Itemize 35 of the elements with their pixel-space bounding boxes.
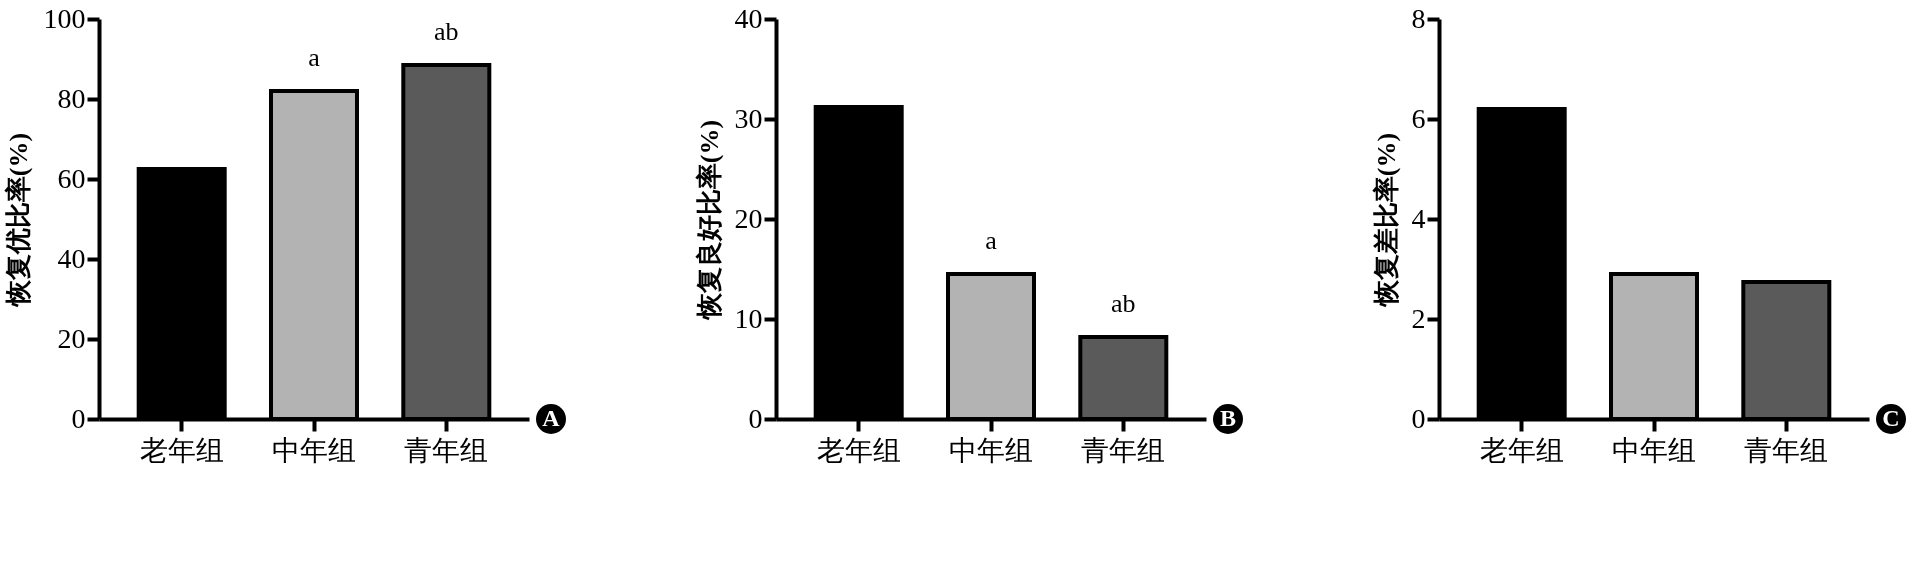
annotation: a xyxy=(985,226,998,255)
y-tick-label: 40 xyxy=(57,242,86,274)
y-tick-label: 80 xyxy=(57,82,86,114)
x-tick-label: 青年组 xyxy=(1081,434,1166,466)
y-tick-label: 30 xyxy=(734,102,763,134)
x-tick-label: 老年组 xyxy=(1479,434,1564,466)
x-tick-label: 老年组 xyxy=(816,434,901,466)
y-tick-label: 20 xyxy=(734,202,763,234)
y-tick-label: 4 xyxy=(1411,202,1426,234)
y-axis-title: 恢复良好比率(%) xyxy=(694,119,724,322)
annotation: a xyxy=(308,43,321,72)
y-axis-title: 恢复优比率(%) xyxy=(3,132,33,309)
text: C xyxy=(1882,405,1900,431)
y-tick-label: 8 xyxy=(1411,2,1426,34)
text: A xyxy=(542,405,561,431)
x-tick-label: 青年组 xyxy=(404,434,489,466)
y-tick-label: 60 xyxy=(57,162,86,194)
y-tick-label: 6 xyxy=(1411,102,1426,134)
x-tick-label: 中年组 xyxy=(1612,434,1696,466)
x-tick-label: 中年组 xyxy=(949,434,1033,466)
x-tick-label: 老年组 xyxy=(139,434,224,466)
x-tick-label: 中年组 xyxy=(272,434,356,466)
y-tick-label: 100 xyxy=(43,2,86,34)
y-tick-label: 40 xyxy=(734,2,763,34)
text: B xyxy=(1219,405,1237,431)
x-tick-label: 青年组 xyxy=(1744,434,1829,466)
y-tick-label: 2 xyxy=(1411,302,1426,334)
y-axis-title: 恢复差比率(%) xyxy=(1371,132,1401,309)
y-tick-label: 10 xyxy=(734,302,763,334)
y-tick-label: 0 xyxy=(71,402,86,434)
y-tick-label: 0 xyxy=(748,402,763,434)
annotation: ab xyxy=(434,17,459,46)
y-tick-label: 20 xyxy=(57,322,86,354)
annotation: ab xyxy=(1111,289,1136,318)
y-tick-label: 0 xyxy=(1411,402,1426,434)
